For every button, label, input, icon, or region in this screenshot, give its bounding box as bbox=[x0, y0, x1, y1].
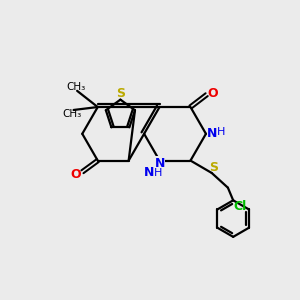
Text: S: S bbox=[209, 161, 218, 174]
Text: CH₃: CH₃ bbox=[66, 82, 85, 92]
Text: S: S bbox=[116, 87, 125, 100]
Text: N: N bbox=[154, 157, 165, 170]
Text: O: O bbox=[70, 168, 81, 181]
Text: N: N bbox=[207, 127, 218, 140]
Text: H: H bbox=[217, 127, 225, 137]
Text: CH₃: CH₃ bbox=[62, 109, 81, 119]
Text: O: O bbox=[208, 87, 218, 100]
Text: H: H bbox=[154, 168, 162, 178]
Text: N: N bbox=[144, 167, 154, 179]
Text: Cl: Cl bbox=[233, 200, 246, 213]
